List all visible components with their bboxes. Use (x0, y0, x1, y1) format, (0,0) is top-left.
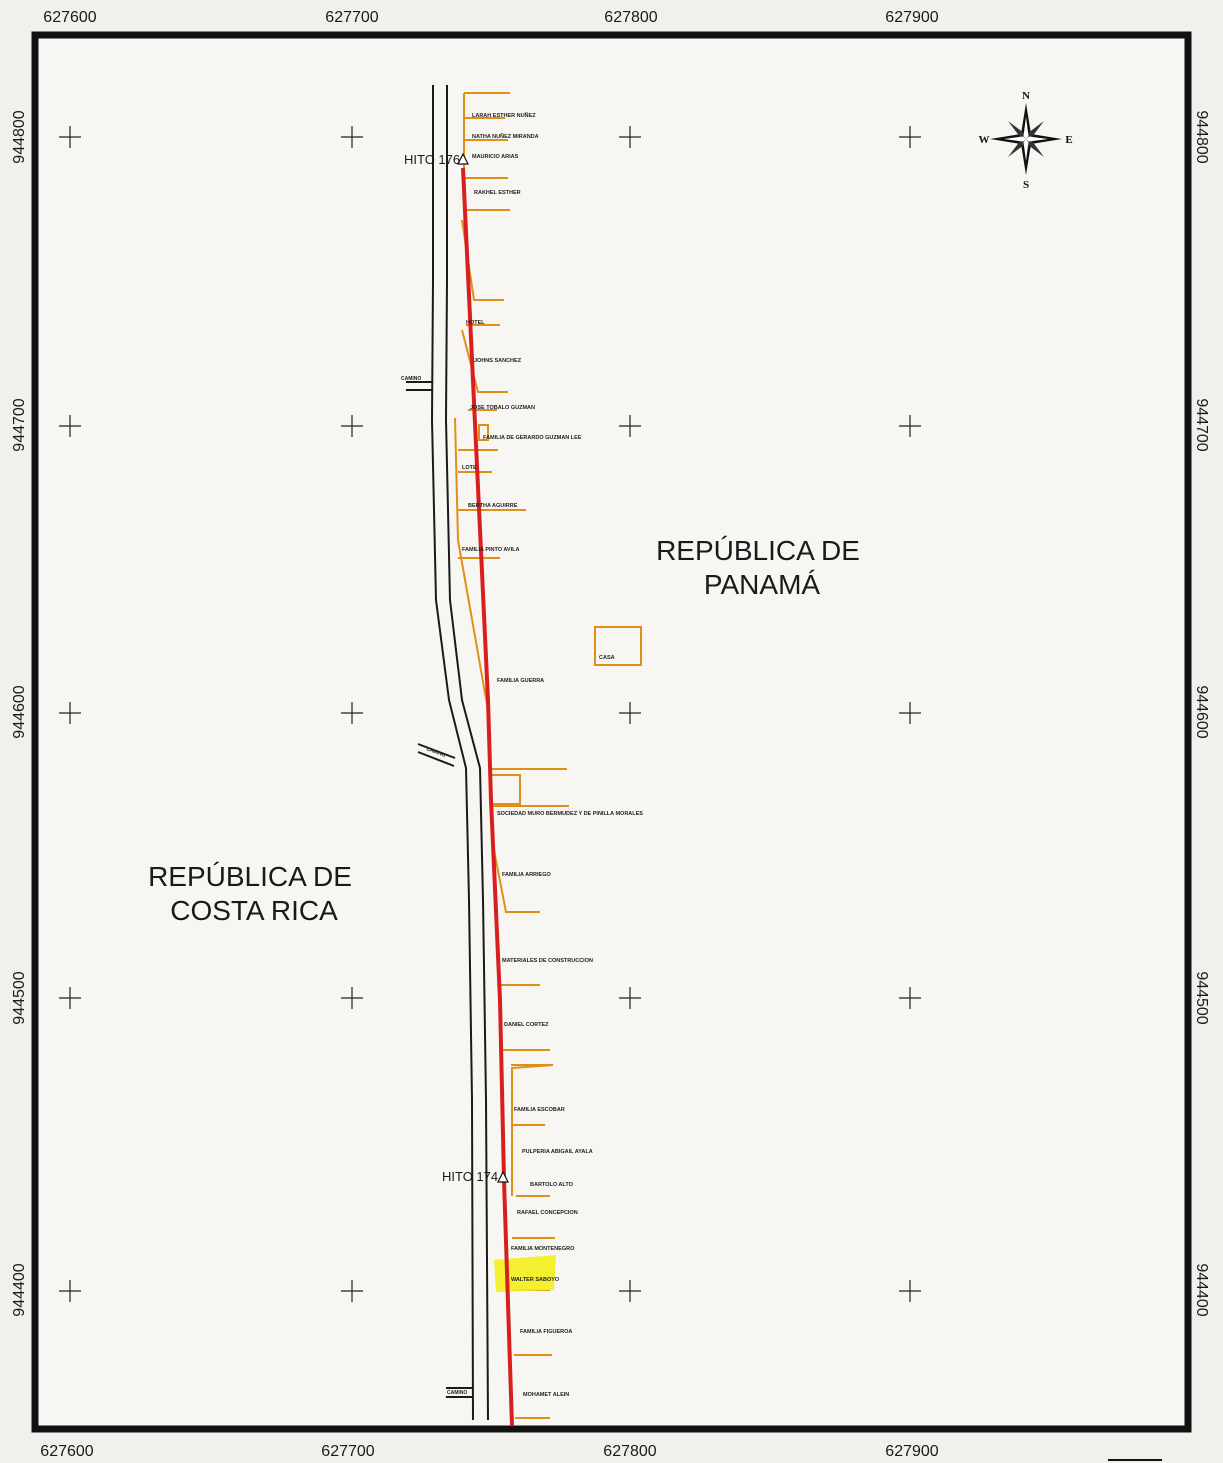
hito-176-label: HITO 176 (404, 152, 460, 167)
compass-rose-icon: N S E W (979, 90, 1073, 191)
hito-174-triangle-icon (497, 1170, 509, 1183)
grid-cross (341, 987, 363, 1009)
y-tick-right-944800: 944800 (1193, 110, 1210, 163)
parcel-label: MOHAMET ALEIN (523, 1392, 569, 1398)
parcel-label: BERTHA AGUIRRE (468, 503, 518, 509)
map-frame (31, 31, 1192, 1433)
camino-label-1: CAMINO (401, 376, 421, 382)
parcel-label: FAMILIA ARRIEGO (502, 872, 552, 878)
grid-cross (619, 987, 641, 1009)
camino-spur-1 (406, 381, 432, 391)
y-tick-left-944700: 944700 (11, 398, 28, 451)
parcel-label: FAMILIA PINTO AVILA (462, 547, 519, 553)
parcel-label: FAMILIA FIGUEROA (520, 1329, 572, 1335)
parcel-label: FAMILIA ESCOBAR (514, 1107, 565, 1113)
parcel-label: MATERIALES DE CONSTRUCCION (502, 958, 593, 964)
hito-176-marker: HITO 176 (404, 152, 469, 167)
grid-cross (59, 126, 81, 148)
parcel-label: DANIEL CORTEZ (504, 1022, 549, 1028)
y-tick-left-944800: 944800 (11, 110, 28, 163)
parcel-label: JOHNS SANCHEZ (474, 358, 522, 364)
parcel-block-hotel (461, 219, 508, 411)
highlight-walter-saboyo (494, 1255, 556, 1292)
camino-spur-2 (417, 743, 456, 767)
parcel-label: BARTOLO ALTO (530, 1182, 574, 1188)
grid-cross (899, 1280, 921, 1302)
grid-cross (619, 415, 641, 437)
parcel-label: FAMILIA GUERRA (497, 678, 544, 684)
costa-rica-label-line2: COSTA RICA (170, 895, 338, 926)
parcel-small-box (478, 424, 489, 441)
costa-rica-label-line1: REPÚBLICA DE (148, 861, 352, 892)
grid-cross (619, 1280, 641, 1302)
road-edge-east (444, 85, 489, 1421)
parcel-label: PULPERIA ABIGAIL AYALA (522, 1149, 593, 1155)
parcel-label: LOTE (462, 465, 477, 471)
grid-cross (341, 1280, 363, 1302)
y-tick-right-944600: 944600 (1193, 685, 1210, 738)
camino-label-3: CAMINO (447, 1390, 467, 1396)
parcel-label: LARAH ESTHER NUÑEZ (472, 112, 536, 119)
x-tick-bottom-627600: 627600 (40, 1443, 93, 1460)
compass-n: N (1022, 90, 1030, 102)
camino-spur-3 (446, 1387, 472, 1398)
y-tick-left-944500: 944500 (11, 971, 28, 1024)
road (406, 85, 489, 1421)
parcel-label: SOCIEDAD MURO BERMUDEZ Y DE PINILLA MORA… (497, 811, 643, 817)
grid-cross (619, 702, 641, 724)
grid-cross (899, 702, 921, 724)
road-edge-west (430, 85, 474, 1421)
x-tick-bottom-627900: 627900 (885, 1443, 938, 1460)
grid-cross (59, 415, 81, 437)
x-tick-bottom-627800: 627800 (603, 1443, 656, 1460)
grid-crosses (59, 126, 921, 1302)
parcel-label: MAURICIO ARIAS (472, 154, 519, 160)
x-tick-bottom-627700: 627700 (321, 1443, 374, 1460)
parcel-label: FAMILIA MONTENEGRO (511, 1246, 575, 1252)
parcel-label: WALTER SABOYO (511, 1277, 560, 1283)
hito-176-triangle-icon (457, 152, 469, 165)
hito-174-label: HITO 174 (442, 1169, 498, 1184)
grid-cross (59, 1280, 81, 1302)
grid-cross (341, 415, 363, 437)
parcel-block-south (500, 984, 554, 1197)
grid-cross (59, 987, 81, 1009)
y-tick-left-944400: 944400 (11, 1263, 28, 1316)
hito-174-marker: HITO 174 (442, 1169, 509, 1184)
parcel-block-sociedad (491, 768, 569, 913)
y-tick-right-944700: 944700 (1193, 398, 1210, 451)
grid-cross (899, 987, 921, 1009)
parcel-label: RAFAEL CONCEPCION (517, 1210, 578, 1216)
parcel-labels: LARAH ESTHER NUÑEZ NATHA NUÑEZ MIRANDA M… (462, 112, 643, 1398)
casa-label: CASA (599, 655, 615, 661)
panama-label-line1: REPÚBLICA DE (656, 535, 860, 566)
y-tick-right-944500: 944500 (1193, 971, 1210, 1024)
y-tick-left-944600: 944600 (11, 685, 28, 738)
parcel-label: FAMILIA DE GERARDO GUZMAN LEE (483, 435, 582, 441)
x-tick-top-627900: 627900 (885, 9, 938, 26)
grid-cross (341, 126, 363, 148)
x-tick-top-627800: 627800 (604, 9, 657, 26)
panama-label-line2: PANAMÁ (704, 569, 820, 600)
parcel-label: NATHA NUÑEZ MIRANDA (472, 133, 539, 140)
parcel-label: RAKHEL ESTHER (474, 190, 521, 196)
parcel-label: HOTEL (466, 320, 485, 326)
grid-cross (341, 702, 363, 724)
grid-cross (619, 126, 641, 148)
y-tick-right-944400: 944400 (1193, 1263, 1210, 1316)
parcel-label: JOSE TOBALO GUZMAN (470, 405, 535, 411)
grid-cross (899, 126, 921, 148)
casa-outline (594, 626, 642, 666)
compass-w: W (979, 134, 990, 146)
compass-e: E (1065, 134, 1072, 146)
international-border-line (461, 167, 514, 1427)
compass-s: S (1023, 179, 1029, 191)
grid-cross (899, 415, 921, 437)
grid-cross (59, 702, 81, 724)
x-tick-top-627600: 627600 (43, 9, 96, 26)
x-tick-top-627700: 627700 (325, 9, 378, 26)
